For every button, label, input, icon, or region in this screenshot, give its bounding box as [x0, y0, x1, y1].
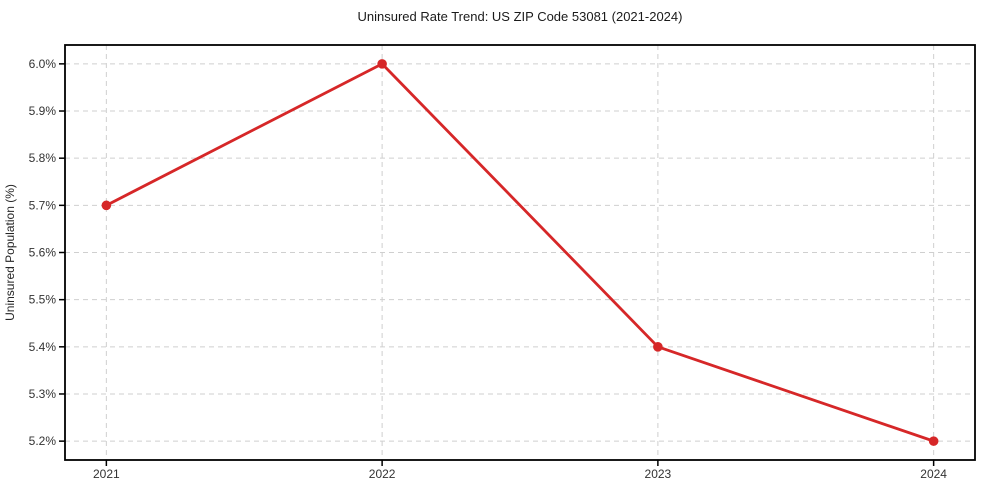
- data-point-marker: [653, 342, 663, 352]
- y-tick-label: 5.5%: [29, 293, 57, 307]
- y-axis-label: Uninsured Population (%): [3, 184, 17, 321]
- y-tick-label: 5.3%: [29, 387, 57, 401]
- plot-area: 5.2% 5.3% 5.4% 5.5% 5.6% 5.7% 5.8% 5.9% 6.0% 2021…: [29, 44, 976, 481]
- x-tick-label: 2022: [369, 467, 396, 481]
- y-tick-label: 5.9%: [29, 104, 57, 118]
- y-tick-label: 5.8%: [29, 151, 57, 165]
- y-tick-label: 5.7%: [29, 198, 57, 212]
- y-tick-label: 5.4%: [29, 340, 57, 354]
- x-tick-label: 2024: [920, 467, 947, 481]
- x-tick-label: 2021: [93, 467, 120, 481]
- y-tick-label: 5.2%: [29, 434, 57, 448]
- data-point-marker: [377, 59, 387, 69]
- trend-line: [104, 62, 936, 443]
- x-tick-label: 2023: [645, 467, 672, 481]
- y-tick-label: 5.6%: [29, 246, 57, 260]
- data-point-marker: [101, 200, 112, 211]
- y-tick-label: 6.0%: [29, 57, 57, 71]
- chart-title: Uninsured Rate Trend: US ZIP Code 53081 …: [358, 9, 683, 24]
- data-point-marker: [928, 436, 939, 446]
